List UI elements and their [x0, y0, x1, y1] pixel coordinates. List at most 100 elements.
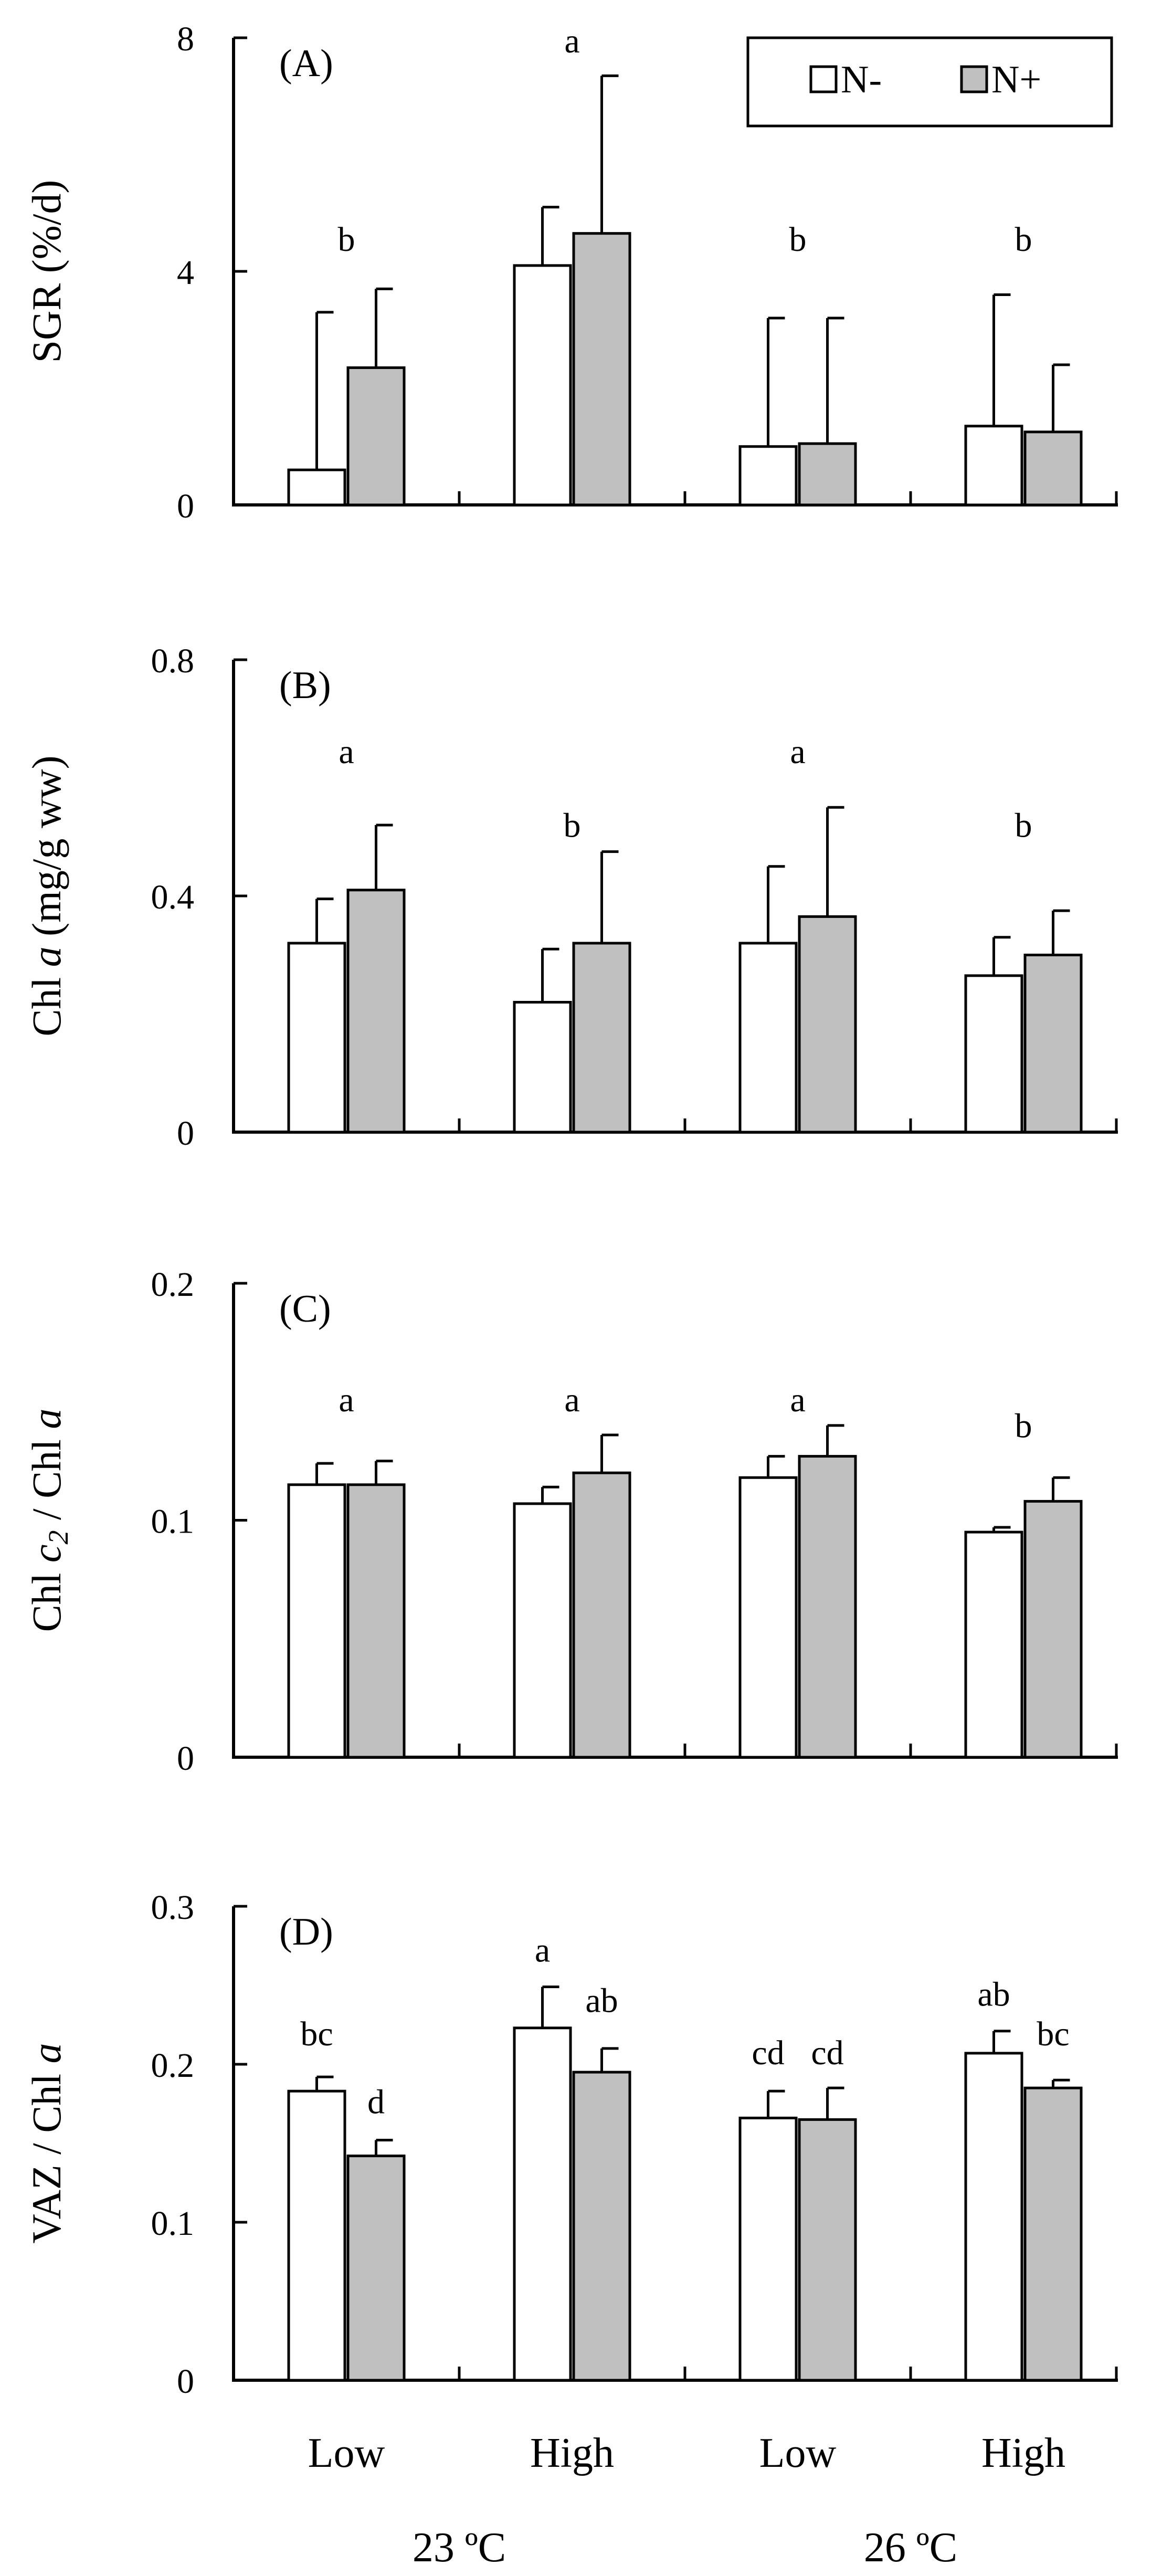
significance-letter: b	[1015, 1407, 1032, 1445]
x-category-label: Low	[308, 2430, 385, 2476]
panel-a: 0 4 8 SGR (%/d) (A) b a b b	[24, 20, 1118, 525]
bar-n-minus	[513, 2026, 572, 2382]
bar-n-minus	[738, 942, 798, 1134]
y-axis-label-part: (mg/g ww)	[24, 755, 69, 946]
bar-n-minus	[287, 1483, 346, 1759]
significance-letter: cd	[752, 2034, 784, 2072]
bar-n-plus	[1023, 1500, 1083, 1759]
y-tick-label: 0.3	[151, 1888, 195, 1927]
y-tick-label: 0	[177, 1114, 194, 1153]
bar-n-plus	[572, 1471, 631, 1759]
significance-letter: a	[339, 733, 354, 771]
y-tick-label: 0.4	[151, 878, 195, 916]
x-category-label: Low	[759, 2430, 837, 2476]
y-tick-label: 0.1	[151, 2204, 195, 2243]
legend-label-n-minus: N-	[841, 58, 882, 101]
y-axis-label-italic: a	[24, 946, 69, 967]
bar-n-minus	[287, 942, 346, 1134]
temperature-label: 26 ºC	[864, 2525, 957, 2571]
bar-n-minus	[287, 468, 346, 506]
y-tick-label: 0	[177, 1739, 194, 1778]
y-axis-label: Chl c2 / Chl a	[24, 1409, 74, 1632]
bar-n-plus	[572, 942, 631, 1134]
bar-n-plus	[572, 2071, 631, 2382]
y-axis-label-part: VAZ / Chl	[24, 2063, 69, 2243]
significance-letter: ab	[977, 1976, 1010, 2014]
significance-letter: a	[790, 733, 805, 771]
y-axis-label-part: Chl	[24, 967, 69, 1036]
y-axis-label: VAZ / Chl a	[24, 2043, 69, 2243]
bar-n-plus	[798, 915, 857, 1134]
bar-n-minus	[964, 2052, 1023, 2382]
bar-n-plus	[346, 1483, 406, 1759]
bar-n-plus	[572, 232, 631, 506]
significance-letter: ab	[585, 1982, 618, 2020]
bar-n-minus	[964, 1530, 1023, 1759]
bar-n-plus	[346, 889, 406, 1134]
y-axis-label-italic: a	[24, 2043, 69, 2063]
bar-n-minus	[287, 2089, 346, 2382]
bar-n-minus	[738, 2116, 798, 2382]
y-axis-label-subscript: 2	[43, 1530, 74, 1545]
temperature-label: 23 ºC	[413, 2525, 506, 2571]
x-category-label: High	[530, 2430, 614, 2476]
y-tick-label: 0	[177, 2362, 194, 2401]
significance-letter: d	[367, 2083, 385, 2121]
y-axis-label-part: Chl	[24, 1563, 69, 1632]
legend-box	[746, 36, 1113, 128]
bar-n-plus	[798, 442, 857, 506]
y-axis-label: Chl a (mg/g ww)	[24, 755, 69, 1036]
y-tick-label: 0.8	[151, 642, 195, 680]
significance-letter: b	[1015, 807, 1032, 845]
y-axis-label-italic: a	[24, 1409, 69, 1429]
y-tick-label: 0	[177, 487, 194, 525]
bar-n-minus	[513, 1001, 572, 1134]
bar-n-plus	[346, 2155, 406, 2382]
significance-letter: b	[1015, 220, 1032, 259]
bar-n-plus	[1023, 430, 1083, 506]
x-category-label: High	[981, 2430, 1065, 2476]
significance-letter: b	[789, 220, 807, 259]
significance-letter: cd	[811, 2034, 843, 2072]
significance-letter: a	[339, 1381, 354, 1419]
y-axis-label-italic: c	[24, 1545, 69, 1563]
y-tick-label: 0.2	[151, 1265, 195, 1304]
bar-n-minus	[738, 445, 798, 506]
significance-letter: a	[535, 1931, 550, 1969]
bar-n-plus	[346, 366, 406, 506]
bar-n-minus	[513, 264, 572, 506]
bar-n-minus	[738, 1476, 798, 1759]
significance-letter: bc	[300, 2015, 333, 2053]
legend-swatch-n-plus	[960, 65, 988, 93]
legend-swatch-n-minus	[809, 65, 838, 93]
significance-letter: b	[338, 220, 355, 259]
significance-letter: a	[564, 22, 579, 60]
legend: N- N+	[746, 36, 1113, 128]
legend-label-n-plus: N+	[991, 58, 1041, 101]
y-tick-label: 0.2	[151, 2046, 195, 2085]
y-tick-label: 8	[177, 20, 194, 58]
y-tick-label: 0.1	[151, 1503, 195, 1541]
significance-letter: a	[564, 1381, 579, 1419]
bar-n-minus	[964, 425, 1023, 506]
panel-label: (D)	[279, 1910, 333, 1954]
panel-label: (B)	[279, 664, 331, 707]
bar-n-minus	[513, 1502, 572, 1759]
bar-n-minus	[964, 974, 1023, 1134]
significance-letter: a	[790, 1381, 805, 1419]
bar-n-plus	[1023, 2086, 1083, 2382]
significance-letter: b	[564, 807, 581, 845]
bar-n-plus	[798, 1455, 857, 1759]
panel-label: (C)	[279, 1287, 331, 1331]
panel-c: 0 0.1 0.2 Chl c2 / Chl a (C) a a a b	[24, 1265, 1118, 1778]
y-axis-label: SGR (%/d)	[24, 180, 69, 363]
bar-n-plus	[798, 2118, 857, 2382]
bar-n-plus	[1023, 954, 1083, 1134]
panel-label: (A)	[279, 42, 333, 85]
y-axis-label-part: / Chl	[24, 1429, 69, 1530]
significance-letter: bc	[1037, 2015, 1069, 2053]
y-tick-label: 4	[177, 254, 194, 292]
